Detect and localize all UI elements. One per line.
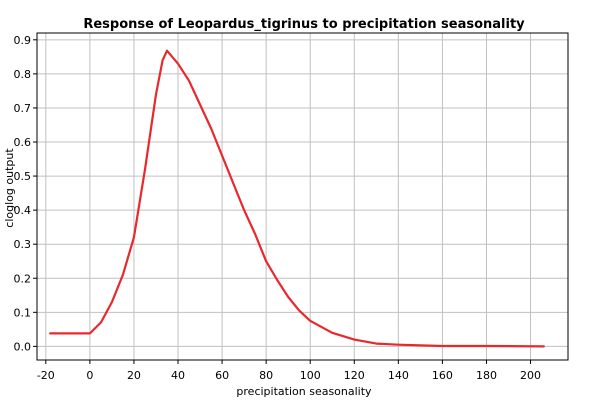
x-tick-label: 140 [388,369,409,382]
series-layer [49,49,545,348]
x-tick-label: 200 [520,369,541,382]
x-tick-label: -20 [37,369,55,382]
x-tick-label: 80 [259,369,273,382]
y-tick-label: 0.1 [14,306,32,319]
y-tick-label: 0.9 [14,34,32,47]
y-axis-label: cloglog output [3,148,16,228]
y-tick-label: 0.5 [14,170,32,183]
y-tick-label: 0.0 [14,340,32,353]
chart-title: Response of Leopardus_tigrinus to precip… [83,17,525,32]
x-axis-label: precipitation seasonality [236,385,372,398]
x-tick-label: 0 [86,369,93,382]
y-tick-label: 0.8 [14,68,32,81]
grid [37,33,568,360]
y-tick-label: 0.3 [14,238,32,251]
x-tick-label: 60 [215,369,229,382]
y-tick-label: 0.6 [14,136,32,149]
x-tick-label: 40 [171,369,185,382]
y-tick-label: 0.2 [14,272,32,285]
x-tick-label: 160 [432,369,453,382]
ticks: -20 0 20 40 60 80 100 120 140 160 180 200 0.0 0.1 0.2 0… [14,34,542,382]
series-line [49,49,545,348]
x-tick-label: 120 [344,369,365,382]
y-tick-label: 0.4 [14,204,32,217]
y-tick-label: 0.7 [14,102,32,115]
plot-frame [36,32,569,361]
x-tick-label: 100 [300,369,321,382]
x-tick-label: 180 [476,369,497,382]
x-tick-label: 20 [127,369,141,382]
